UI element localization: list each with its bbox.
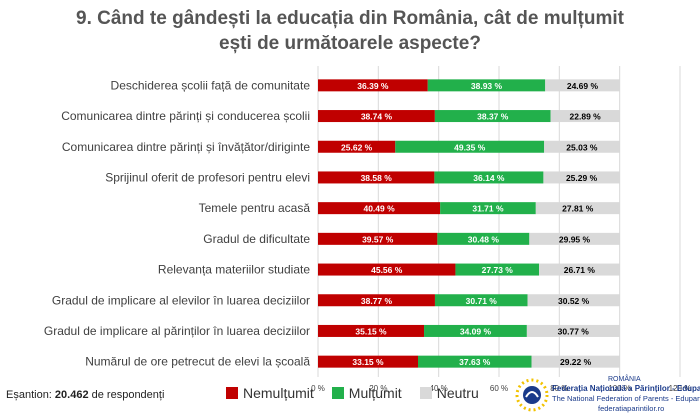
data-label-neutru: 29.22 % <box>560 357 592 367</box>
legend-label-nemultumit: Nemulțumit <box>243 385 314 401</box>
data-label-nemultumit: 38.77 % <box>361 296 393 306</box>
data-label-neutru: 24.69 % <box>567 81 599 91</box>
category-label: Sprijinul oferit de profesori pentru ele… <box>105 170 310 184</box>
bar-nemultumit <box>318 324 425 337</box>
bar-nemultumit <box>318 110 435 123</box>
chart-legend: Nemulțumit Mulțumit Neutru <box>226 385 479 401</box>
bar-neutru <box>529 232 620 245</box>
bar-multumit <box>434 294 528 307</box>
bar-nemultumit <box>318 294 435 307</box>
sample-prefix: Eșantion: <box>6 389 55 401</box>
logo-name: Federația Națională a Părinților - Edupa… <box>552 384 700 393</box>
bar-multumit <box>434 110 551 123</box>
data-label-multumit: 27.73 % <box>482 265 514 275</box>
bar-nemultumit <box>318 79 428 92</box>
data-label-neutru: 30.77 % <box>558 326 590 336</box>
data-label-multumit: 37.63 % <box>459 357 491 367</box>
data-label-nemultumit: 45.56 % <box>371 265 403 275</box>
x-tick-label: 120 % <box>669 384 692 393</box>
data-label-nemultumit: 38.74 % <box>361 112 393 122</box>
logo-website: federatiaparintilor.ro <box>598 404 665 413</box>
category-label: Relevanța materiilor studiate <box>158 263 310 277</box>
x-tick-label: 40 % <box>430 384 448 393</box>
legend-label-multumit: Mulțumit <box>348 385 402 401</box>
sample-size-note: Eșantion: 20.462 de respondenți <box>6 389 164 401</box>
data-label-multumit: 49.35 % <box>454 142 486 152</box>
legend-label-neutru: Neutru <box>436 385 479 401</box>
legend-swatch-multumit <box>331 387 344 399</box>
data-label-neutru: 26.71 % <box>564 265 596 275</box>
data-label-nemultumit: 39.57 % <box>362 234 394 244</box>
category-label: Gradul de dificultate <box>203 232 310 246</box>
data-label-nemultumit: 35.15 % <box>355 326 387 336</box>
data-label-neutru: 25.03 % <box>566 142 598 152</box>
data-label-multumit: 38.37 % <box>477 112 509 122</box>
data-label-multumit: 36.14 % <box>473 173 505 183</box>
category-label: Comunicarea dintre părinți și învățător/… <box>62 140 310 154</box>
bar-nemultumit <box>318 263 456 276</box>
bar-neutru <box>543 171 620 184</box>
bar-neutru <box>539 263 620 276</box>
data-label-neutru: 25.29 % <box>566 173 598 183</box>
edupart-logo: ROMÂNIA Federația Națională a Părinților… <box>512 375 700 414</box>
chart-title: 9. Când te gândești la educația din Româ… <box>76 8 624 54</box>
sample-count: 20.462 <box>54 389 89 401</box>
bar-neutru <box>550 110 620 123</box>
bar-multumit <box>395 140 545 153</box>
category-label: Comunicarea dintre părinți și conducerea… <box>61 109 310 123</box>
data-label-neutru: 27.81 % <box>562 204 594 214</box>
legend-swatch-neutru <box>419 387 432 399</box>
x-tick-label: 60 % <box>490 384 508 393</box>
legend-swatch-nemultumit <box>226 387 238 399</box>
data-label-nemultumit: 38.58 % <box>361 173 393 183</box>
x-tick-label: 20 % <box>369 384 387 393</box>
bar-nemultumit <box>318 171 435 184</box>
data-label-multumit: 30.48 % <box>468 234 500 244</box>
logo-country: ROMÂNIA <box>608 376 641 383</box>
bar-neutru <box>544 140 620 153</box>
data-label-multumit: 30.71 % <box>466 296 498 306</box>
category-label: Gradul de implicare al părinților în lua… <box>44 324 310 338</box>
bar-multumit <box>424 324 527 337</box>
bar-nemultumit <box>318 140 396 153</box>
category-label: Gradul de implicare al elevilor în luare… <box>52 293 310 307</box>
bar-multumit <box>434 171 544 184</box>
data-label-neutru: 29.95 % <box>559 234 591 244</box>
data-label-neutru: 22.89 % <box>570 112 602 122</box>
category-label: Deschiderea școlii față de comunitate <box>111 78 311 92</box>
data-label-nemultumit: 33.15 % <box>352 357 384 367</box>
data-label-neutru: 30.52 % <box>558 296 590 306</box>
bar-nemultumit <box>318 202 441 215</box>
sample-suffix: de respondenți <box>88 389 165 401</box>
category-label: Temele pentru acasă <box>199 201 311 215</box>
data-label-multumit: 34.09 % <box>460 326 492 336</box>
bar-neutru <box>527 294 620 307</box>
x-tick-label: 100 % <box>608 384 631 393</box>
bar-nemultumit <box>318 355 419 368</box>
bar-nemultumit <box>318 232 438 245</box>
edupart-emblem-icon <box>515 378 549 412</box>
category-label: Numărul de ore petrecut de elevi la școa… <box>85 355 310 369</box>
x-tick-label: 80 % <box>550 384 568 393</box>
data-label-multumit: 31.71 % <box>472 204 504 214</box>
bar-multumit <box>455 263 540 276</box>
bar-neutru <box>526 324 620 337</box>
legend-item-nemultumit: Nemulțumit <box>226 385 314 401</box>
bar-neutru <box>545 79 620 92</box>
bar-multumit <box>440 202 536 215</box>
legend-item-multumit: Mulțumit <box>331 385 402 401</box>
x-tick-label: 0 % <box>311 384 325 393</box>
bar-neutru <box>531 355 620 368</box>
logo-name-en: The National Federation of Parents - Edu… <box>552 394 700 403</box>
data-label-nemultumit: 40.49 % <box>363 204 395 214</box>
data-label-nemultumit: 36.39 % <box>357 81 389 91</box>
bar-multumit <box>418 355 532 368</box>
bar-multumit <box>437 232 530 245</box>
data-label-multumit: 38.93 % <box>471 81 503 91</box>
data-label-nemultumit: 25.62 % <box>341 142 373 152</box>
legend-item-neutru: Neutru <box>419 385 479 401</box>
bar-neutru <box>535 202 620 215</box>
bar-multumit <box>427 79 546 92</box>
